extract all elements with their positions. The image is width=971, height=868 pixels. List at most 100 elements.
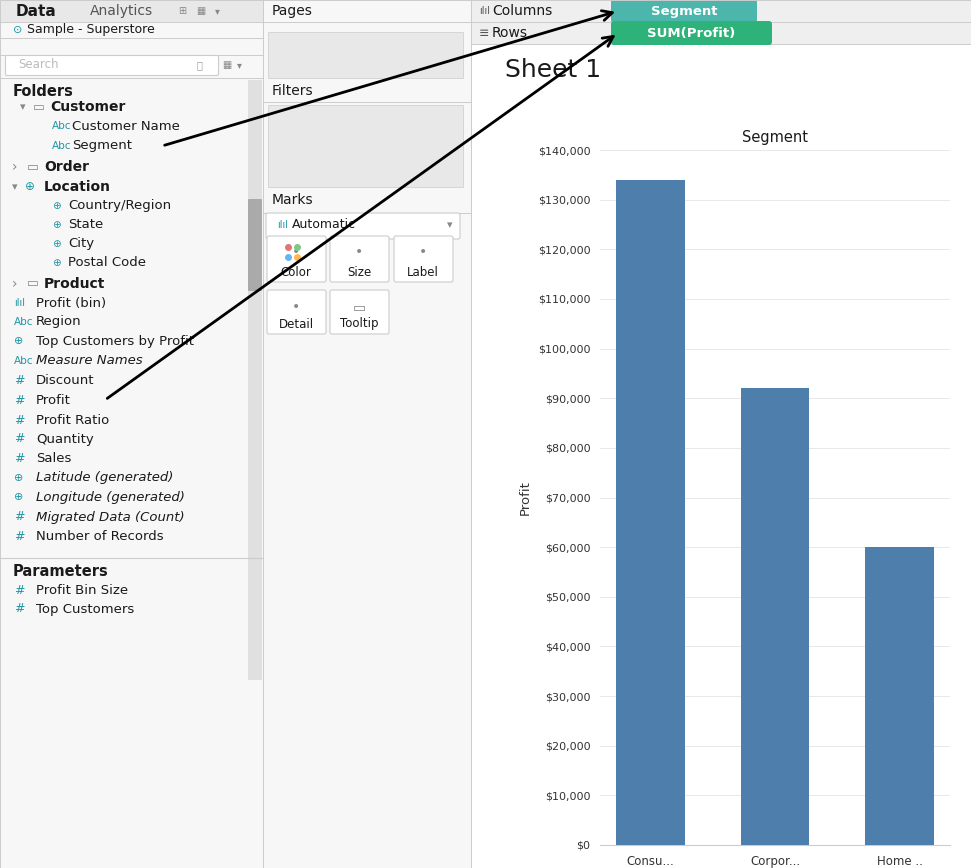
Text: Marks: Marks	[272, 193, 314, 207]
Text: ≡: ≡	[479, 27, 489, 40]
FancyBboxPatch shape	[248, 199, 262, 291]
Text: #: #	[14, 432, 24, 445]
Text: City: City	[68, 238, 94, 251]
Text: ▭: ▭	[27, 161, 39, 174]
Text: Abc: Abc	[14, 317, 34, 327]
Text: Tooltip: Tooltip	[340, 318, 379, 331]
Text: Abc: Abc	[14, 356, 34, 366]
Text: Abc: Abc	[52, 121, 72, 131]
FancyBboxPatch shape	[330, 236, 389, 282]
Bar	[0, 0, 263, 868]
Text: Number of Records: Number of Records	[36, 529, 164, 542]
Text: Top Customers by Profit: Top Customers by Profit	[36, 334, 194, 347]
Text: Color: Color	[281, 266, 312, 279]
Text: SUM(Profit): SUM(Profit)	[647, 27, 735, 40]
Text: Search: Search	[18, 58, 58, 71]
Text: ⊕: ⊕	[14, 473, 23, 483]
Text: ▾: ▾	[237, 60, 242, 70]
Text: ılıl: ılıl	[277, 220, 288, 230]
Text: ▭: ▭	[27, 278, 39, 291]
Text: Sales: Sales	[36, 451, 72, 464]
Bar	[248, 80, 262, 680]
Text: #: #	[14, 393, 24, 406]
Text: Segment: Segment	[72, 140, 132, 153]
Text: Abc: Abc	[52, 141, 72, 151]
Text: Sample - Superstore: Sample - Superstore	[27, 23, 154, 36]
Text: Label: Label	[407, 266, 439, 279]
Text: Measure Names: Measure Names	[36, 354, 143, 367]
Text: Order: Order	[44, 160, 89, 174]
Text: Detail: Detail	[279, 318, 314, 331]
Bar	[268, 105, 463, 187]
Text: #: #	[14, 602, 24, 615]
Text: Filters: Filters	[272, 84, 314, 98]
Text: •: •	[292, 245, 300, 259]
FancyBboxPatch shape	[394, 236, 453, 282]
Bar	[616, 180, 685, 845]
Text: Profit Bin Size: Profit Bin Size	[36, 583, 128, 596]
FancyBboxPatch shape	[266, 213, 460, 239]
Text: Longitude (generated): Longitude (generated)	[36, 490, 184, 503]
Text: Parameters: Parameters	[13, 563, 109, 578]
Text: Segment: Segment	[651, 4, 718, 17]
Text: ›: ›	[12, 160, 17, 174]
Text: Data: Data	[16, 3, 56, 18]
Text: ⊕: ⊕	[52, 220, 61, 230]
Text: ▦: ▦	[222, 60, 231, 70]
Bar	[0, 0, 263, 22]
Text: ılıl: ılıl	[479, 6, 490, 16]
Text: Columns: Columns	[492, 4, 552, 18]
FancyBboxPatch shape	[6, 56, 218, 76]
Text: ⊕: ⊕	[14, 492, 23, 502]
Bar	[471, 0, 971, 868]
Bar	[268, 32, 463, 78]
Text: ▾: ▾	[215, 6, 219, 16]
Text: Latitude (generated): Latitude (generated)	[36, 471, 174, 484]
Text: Automatic: Automatic	[292, 219, 356, 232]
Text: #: #	[14, 529, 24, 542]
Title: Segment: Segment	[742, 129, 808, 145]
Text: #: #	[14, 451, 24, 464]
Text: Profit Ratio: Profit Ratio	[36, 413, 110, 426]
Text: Region: Region	[36, 315, 82, 328]
Text: ⊕: ⊕	[52, 239, 61, 249]
Text: Profit: Profit	[36, 393, 71, 406]
Text: ▾: ▾	[447, 220, 452, 230]
Text: •: •	[419, 245, 427, 259]
Y-axis label: Profit: Profit	[519, 480, 532, 515]
Text: State: State	[68, 219, 103, 232]
Text: ▭: ▭	[352, 300, 365, 314]
FancyBboxPatch shape	[611, 21, 772, 45]
Text: ⊞: ⊞	[178, 6, 186, 16]
Text: ılıl: ılıl	[14, 298, 25, 308]
Text: ⊕: ⊕	[52, 201, 61, 211]
Text: ⊕: ⊕	[25, 181, 35, 194]
Text: ▭: ▭	[33, 101, 45, 114]
FancyBboxPatch shape	[267, 236, 326, 282]
FancyBboxPatch shape	[267, 290, 326, 334]
Text: ▾: ▾	[12, 182, 17, 192]
Bar	[865, 547, 934, 845]
Bar	[471, 0, 971, 868]
Text: Location: Location	[44, 180, 111, 194]
Text: ⊙: ⊙	[13, 25, 22, 35]
Text: #: #	[14, 510, 24, 523]
Text: Rows: Rows	[492, 26, 528, 40]
Bar	[263, 0, 471, 868]
Text: 🔍: 🔍	[197, 60, 203, 70]
Bar	[471, 0, 971, 22]
Text: Top Customers: Top Customers	[36, 602, 134, 615]
Text: Country/Region: Country/Region	[68, 200, 171, 213]
Text: Customer: Customer	[50, 100, 125, 114]
Text: ⊕: ⊕	[14, 336, 23, 346]
Bar	[263, 0, 471, 868]
Text: •: •	[354, 245, 363, 259]
Text: Folders: Folders	[13, 83, 74, 98]
Bar	[0, 0, 263, 868]
Text: Sheet 1: Sheet 1	[505, 58, 601, 82]
Text: ▦: ▦	[196, 6, 205, 16]
FancyBboxPatch shape	[611, 0, 757, 23]
Text: ›: ›	[12, 277, 17, 291]
Text: Discount: Discount	[36, 374, 94, 387]
Text: ▾: ▾	[20, 102, 25, 112]
